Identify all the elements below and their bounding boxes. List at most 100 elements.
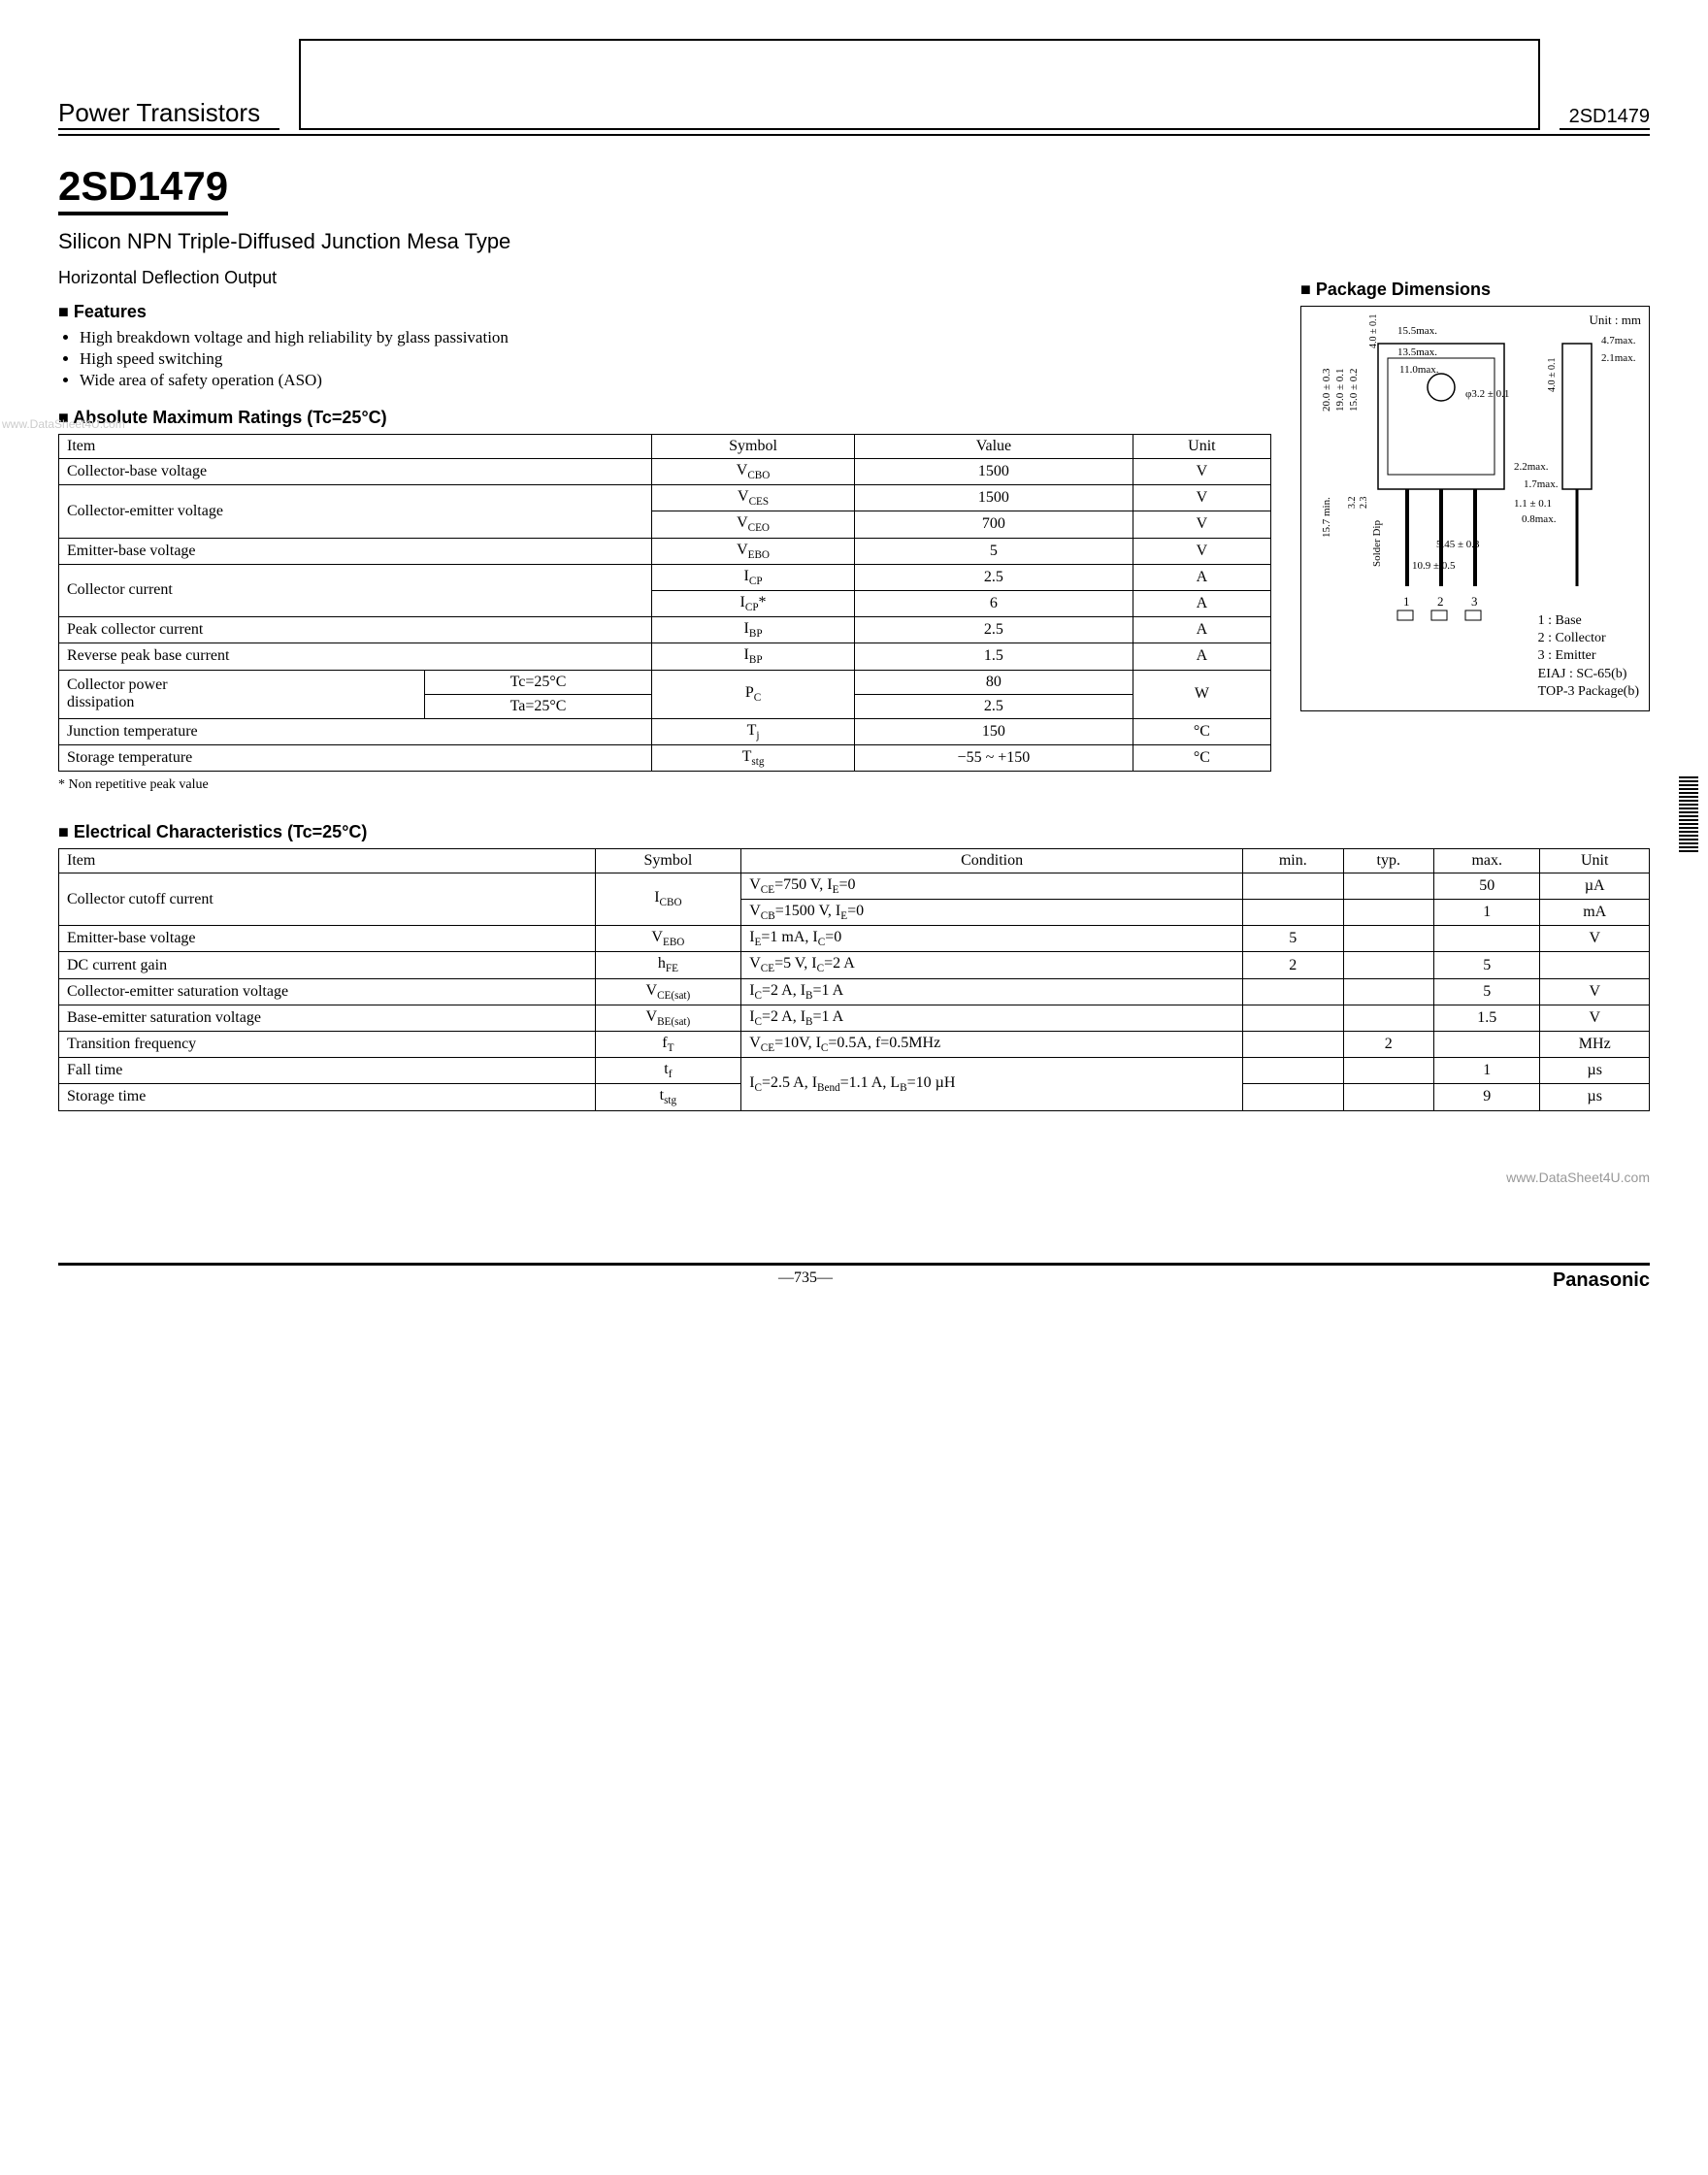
col: typ. bbox=[1343, 848, 1433, 873]
cell: V bbox=[1540, 978, 1650, 1005]
cell: IBP bbox=[652, 617, 855, 643]
cell: 5 bbox=[1433, 952, 1539, 978]
application: Horizontal Deflection Output bbox=[58, 268, 1271, 288]
cell: VCES bbox=[652, 485, 855, 511]
cell bbox=[1343, 900, 1433, 926]
cell: Base-emitter saturation voltage bbox=[59, 1005, 596, 1031]
cell: VCEO bbox=[652, 511, 855, 538]
cell: Collector current bbox=[59, 564, 652, 616]
svg-text:3: 3 bbox=[1471, 594, 1478, 609]
cell: tstg bbox=[595, 1084, 741, 1110]
col: Unit bbox=[1540, 848, 1650, 873]
cell bbox=[1343, 1084, 1433, 1110]
watermark: www.DataSheet4U.com bbox=[58, 1170, 1650, 1185]
col: max. bbox=[1433, 848, 1539, 873]
cell bbox=[1243, 873, 1343, 899]
footer: —735— Panasonic bbox=[58, 1263, 1650, 1292]
cell: DC current gain bbox=[59, 952, 596, 978]
cell: Emitter-base voltage bbox=[59, 926, 596, 952]
svg-text:15.5max.: 15.5max. bbox=[1397, 325, 1437, 337]
cell: 1.5 bbox=[1433, 1005, 1539, 1031]
cell: IC=2 A, IB=1 A bbox=[741, 978, 1243, 1005]
cell: IE=1 mA, IC=0 bbox=[741, 926, 1243, 952]
cell: tf bbox=[595, 1058, 741, 1084]
cell: Tj bbox=[652, 718, 855, 744]
cell: Transition frequency bbox=[59, 1032, 596, 1058]
col-unit: Unit bbox=[1133, 435, 1270, 459]
svg-text:15.7 min.: 15.7 min. bbox=[1321, 497, 1332, 538]
cell: V bbox=[1133, 538, 1270, 564]
svg-text:4.0 ± 0.1: 4.0 ± 0.1 bbox=[1547, 358, 1558, 393]
svg-text:4.0 ± 0.1: 4.0 ± 0.1 bbox=[1368, 314, 1379, 348]
unit-label: Unit : mm bbox=[1590, 313, 1641, 328]
svg-text:10.9 ± 0.5: 10.9 ± 0.5 bbox=[1412, 560, 1456, 572]
cell: 1500 bbox=[855, 459, 1133, 485]
cell: 2.5 bbox=[855, 694, 1133, 718]
watermark-left: www.DataSheet4U.com bbox=[2, 417, 125, 431]
header: Power Transistors 2SD1479 bbox=[58, 39, 1650, 136]
feature-item: High breakdown voltage and high reliabil… bbox=[80, 328, 1271, 347]
svg-text:13.5max.: 13.5max. bbox=[1397, 346, 1437, 358]
subtitle: Silicon NPN Triple-Diffused Junction Mes… bbox=[58, 229, 1650, 254]
cell: A bbox=[1133, 590, 1270, 616]
cell: µs bbox=[1540, 1084, 1650, 1110]
cell bbox=[1243, 1032, 1343, 1058]
cell: 1 bbox=[1433, 1058, 1539, 1084]
cell: V bbox=[1133, 459, 1270, 485]
features-list: High breakdown voltage and high reliabil… bbox=[58, 328, 1271, 390]
header-empty-box bbox=[299, 39, 1540, 130]
cell: Fall time bbox=[59, 1058, 596, 1084]
cell: V bbox=[1540, 926, 1650, 952]
svg-text:2: 2 bbox=[1437, 594, 1444, 609]
svg-text:20.0 ± 0.3: 20.0 ± 0.3 bbox=[1321, 368, 1332, 412]
cell: fT bbox=[595, 1032, 741, 1058]
cell: A bbox=[1133, 617, 1270, 643]
svg-text:3.2: 3.2 bbox=[1347, 497, 1358, 510]
cell: Collector powerdissipation bbox=[59, 670, 425, 718]
cell bbox=[1343, 926, 1433, 952]
svg-text:15.0 ± 0.2: 15.0 ± 0.2 bbox=[1348, 368, 1360, 412]
barcode-icon bbox=[1679, 776, 1698, 854]
cell: IC=2.5 A, IBend=1.1 A, LB=10 µH bbox=[741, 1058, 1243, 1110]
cell: 80 bbox=[855, 670, 1133, 694]
col: Symbol bbox=[595, 848, 741, 873]
cell: 5 bbox=[855, 538, 1133, 564]
category-label: Power Transistors bbox=[58, 98, 279, 130]
abs-max-heading: Absolute Maximum Ratings (Tc=25°C) bbox=[58, 408, 1271, 428]
cell: Reverse peak base current bbox=[59, 643, 652, 670]
cell bbox=[1243, 1058, 1343, 1084]
cell: VCBO bbox=[652, 459, 855, 485]
cell bbox=[1343, 873, 1433, 899]
svg-text:2.3: 2.3 bbox=[1359, 497, 1369, 510]
cell: V bbox=[1133, 511, 1270, 538]
cell: hFE bbox=[595, 952, 741, 978]
cell: V bbox=[1540, 1005, 1650, 1031]
cell: VBE(sat) bbox=[595, 1005, 741, 1031]
features-heading: Features bbox=[58, 302, 1271, 322]
pin-legend: 1 : Base 2 : Collector 3 : Emitter EIAJ … bbox=[1538, 612, 1639, 701]
cell bbox=[1343, 1058, 1433, 1084]
cell: °C bbox=[1133, 744, 1270, 771]
cell: A bbox=[1133, 643, 1270, 670]
cell: 1 bbox=[1433, 900, 1539, 926]
svg-text:11.0max.: 11.0max. bbox=[1399, 364, 1439, 376]
cell: ICBO bbox=[595, 873, 741, 925]
cell bbox=[1243, 1005, 1343, 1031]
svg-text:4.7max.: 4.7max. bbox=[1601, 335, 1636, 346]
cell: µA bbox=[1540, 873, 1650, 899]
cell bbox=[1433, 926, 1539, 952]
elec-table: Item Symbol Condition min. typ. max. Uni… bbox=[58, 848, 1650, 1111]
cell: VCE=5 V, IC=2 A bbox=[741, 952, 1243, 978]
cell: VCE=10V, IC=0.5A, f=0.5MHz bbox=[741, 1032, 1243, 1058]
cell: Peak collector current bbox=[59, 617, 652, 643]
cell: VCE=750 V, IE=0 bbox=[741, 873, 1243, 899]
svg-text:2.2max.: 2.2max. bbox=[1514, 461, 1549, 473]
cell: PC bbox=[652, 670, 855, 718]
cell: µs bbox=[1540, 1058, 1650, 1084]
cell: 2.5 bbox=[855, 617, 1133, 643]
cell: Junction temperature bbox=[59, 718, 652, 744]
part-number: 2SD1479 bbox=[58, 163, 228, 215]
cell: Collector cutoff current bbox=[59, 873, 596, 925]
svg-text:0.8max.: 0.8max. bbox=[1522, 513, 1557, 525]
cell: °C bbox=[1133, 718, 1270, 744]
